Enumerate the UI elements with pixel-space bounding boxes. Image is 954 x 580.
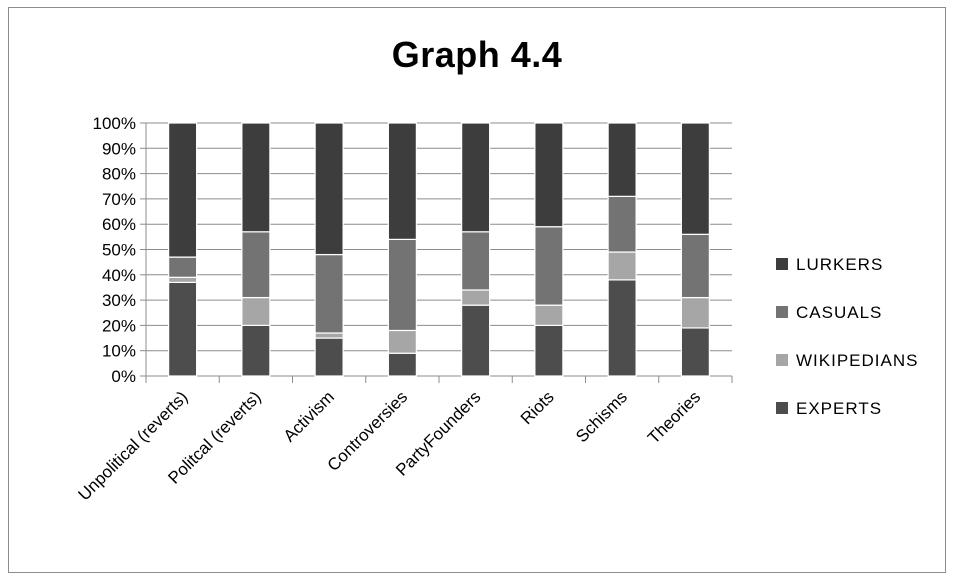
legend-label: EXPERTS: [796, 399, 882, 418]
bar-segment-casuals: [461, 231, 491, 291]
legend-label: CASUALS: [796, 303, 882, 322]
legend-swatch: [776, 306, 788, 318]
bar-segment-experts: [461, 304, 491, 377]
bar-segment-casuals: [534, 226, 564, 306]
y-tick-label: 50%: [102, 241, 136, 260]
x-category-label: Schisms: [572, 387, 631, 446]
legend-label: LURKERS: [796, 255, 883, 274]
bar-segment-lurkers: [168, 122, 198, 258]
y-tick-label: 40%: [102, 266, 136, 285]
bar-segment-wikipedians: [314, 332, 344, 339]
y-tick-label: 0%: [111, 367, 136, 386]
y-tick-label: 90%: [102, 139, 136, 158]
bar-segment-experts: [387, 352, 417, 377]
y-tick-label: 70%: [102, 190, 136, 209]
bar-segment-casuals: [607, 195, 637, 253]
bar-segment-wikipedians: [241, 296, 271, 327]
bar-segment-experts: [680, 327, 710, 377]
y-tick-label: 10%: [102, 342, 136, 361]
bar-segment-casuals: [387, 238, 417, 332]
bar-segment-lurkers: [241, 122, 271, 233]
bar-segment-wikipedians: [680, 296, 710, 329]
legend-label: WIKIPEDIANS: [796, 351, 918, 370]
bar-segment-lurkers: [680, 122, 710, 235]
bar-segment-experts: [314, 337, 344, 377]
legend-swatch: [776, 354, 788, 366]
y-tick-label: 30%: [102, 291, 136, 310]
bar-segment-lurkers: [387, 122, 417, 240]
bar-segment-wikipedians: [387, 329, 417, 354]
x-category-label: Riots: [517, 387, 558, 428]
legend-swatch: [776, 402, 788, 414]
x-category-label: Theories: [644, 387, 704, 447]
bar-segment-wikipedians: [534, 304, 564, 327]
bar-segment-lurkers: [607, 122, 637, 197]
bar-segment-casuals: [314, 253, 344, 334]
chart-title: Graph 4.4: [391, 34, 563, 75]
bar-segment-experts: [168, 281, 198, 377]
bar-segment-lurkers: [461, 122, 491, 233]
bar-segment-casuals: [680, 233, 710, 299]
legend-swatch: [776, 258, 788, 270]
bar-segment-experts: [534, 324, 564, 377]
x-category-label: Activism: [280, 387, 338, 445]
bar-segment-wikipedians: [461, 289, 491, 306]
bar-segment-experts: [607, 279, 637, 377]
y-tick-label: 20%: [102, 316, 136, 335]
bar-segment-experts: [241, 324, 271, 377]
bar-segment-wikipedians: [168, 276, 198, 283]
bar-segment-lurkers: [314, 122, 344, 256]
y-tick-label: 100%: [93, 114, 136, 133]
y-tick-label: 60%: [102, 215, 136, 234]
bar-segment-lurkers: [534, 122, 564, 228]
bar-segment-wikipedians: [607, 251, 637, 281]
y-tick-label: 80%: [102, 165, 136, 184]
bar-segment-casuals: [241, 231, 271, 299]
bar-segment-casuals: [168, 256, 198, 278]
x-category-label: Unpolitical (reverts): [74, 387, 191, 504]
